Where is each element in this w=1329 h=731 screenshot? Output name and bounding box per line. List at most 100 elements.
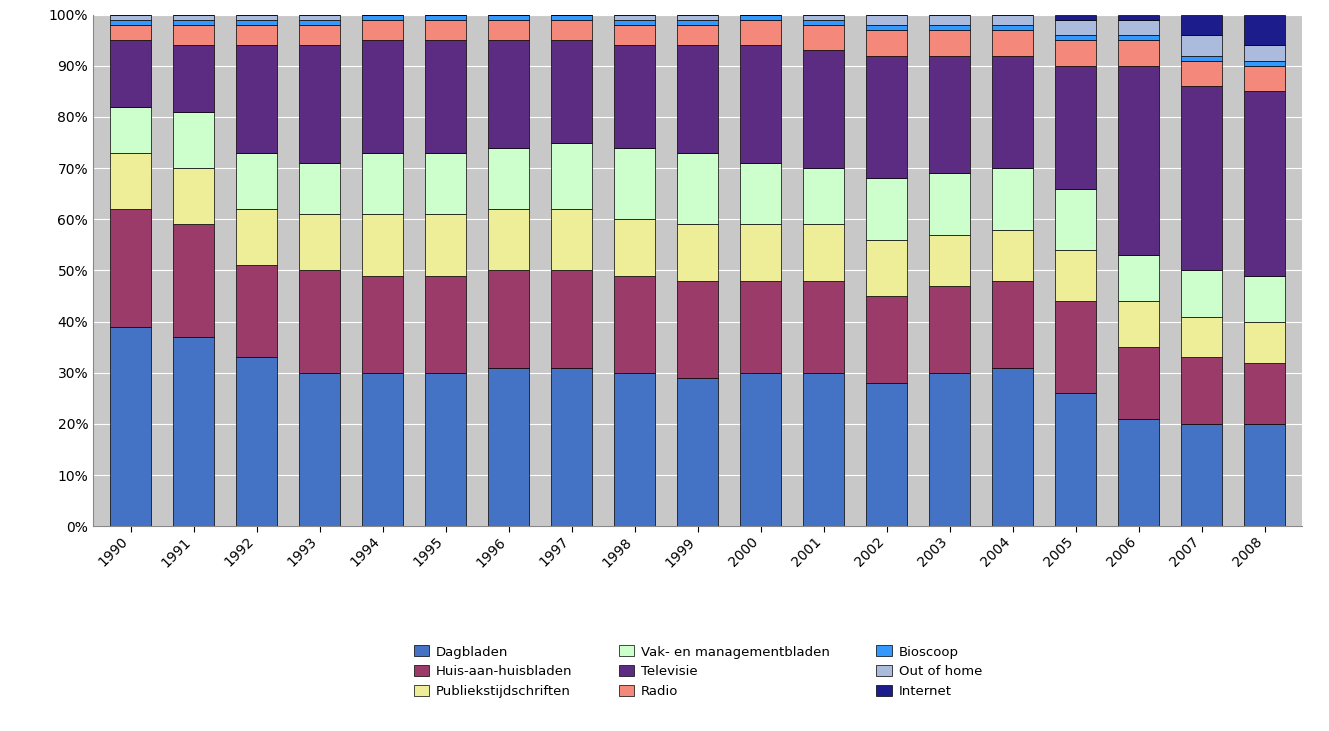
Bar <box>1244 363 1285 424</box>
Bar <box>173 337 214 526</box>
Bar <box>803 281 844 373</box>
Bar <box>1244 91 1285 276</box>
Bar <box>1118 66 1159 255</box>
Bar <box>993 230 1033 281</box>
Bar <box>488 368 529 526</box>
Bar <box>614 25 655 45</box>
Bar <box>110 25 152 40</box>
Bar <box>1244 276 1285 322</box>
Bar <box>552 368 593 526</box>
Bar <box>552 143 593 209</box>
Bar <box>929 30 970 56</box>
Bar <box>237 153 278 209</box>
Bar <box>803 50 844 168</box>
Bar <box>552 20 593 40</box>
Bar <box>740 281 781 373</box>
Bar <box>1181 86 1223 270</box>
Bar <box>110 107 152 153</box>
Bar <box>740 20 781 45</box>
Bar <box>173 168 214 224</box>
Bar <box>1055 301 1096 393</box>
Bar <box>1118 347 1159 419</box>
Bar <box>803 373 844 526</box>
Bar <box>237 15 278 20</box>
Bar <box>425 153 466 214</box>
Bar <box>110 15 152 20</box>
Bar <box>1055 66 1096 189</box>
Bar <box>867 296 908 383</box>
Bar <box>678 20 718 25</box>
Bar <box>740 373 781 526</box>
Bar <box>929 173 970 235</box>
Bar <box>488 148 529 209</box>
Bar <box>678 15 718 20</box>
Bar <box>1118 20 1159 35</box>
Bar <box>299 25 340 45</box>
Bar <box>614 373 655 526</box>
Bar <box>1244 61 1285 66</box>
Bar <box>299 373 340 526</box>
Bar <box>1055 393 1096 526</box>
Bar <box>237 45 278 153</box>
Bar <box>803 168 844 224</box>
Bar <box>993 281 1033 368</box>
Bar <box>614 15 655 20</box>
Bar <box>173 20 214 25</box>
Bar <box>173 112 214 168</box>
Bar <box>929 25 970 30</box>
Bar <box>1181 35 1223 56</box>
Bar <box>614 219 655 276</box>
Bar <box>740 45 781 163</box>
Bar <box>929 235 970 286</box>
Bar <box>993 30 1033 56</box>
Bar <box>552 15 593 20</box>
Bar <box>488 40 529 148</box>
Bar <box>1181 317 1223 357</box>
Bar <box>803 224 844 281</box>
Bar <box>299 45 340 163</box>
Bar <box>299 15 340 20</box>
Bar <box>1118 419 1159 526</box>
Bar <box>425 214 466 276</box>
Bar <box>867 15 908 25</box>
Bar <box>678 224 718 281</box>
Bar <box>110 153 152 209</box>
Bar <box>110 40 152 107</box>
Bar <box>488 270 529 368</box>
Bar <box>1118 255 1159 301</box>
Bar <box>299 20 340 25</box>
Bar <box>237 25 278 45</box>
Bar <box>1244 322 1285 363</box>
Bar <box>993 56 1033 168</box>
Bar <box>363 373 403 526</box>
Bar <box>1181 357 1223 424</box>
Bar <box>110 209 152 327</box>
Bar <box>678 45 718 153</box>
Bar <box>1118 15 1159 20</box>
Bar <box>993 368 1033 526</box>
Bar <box>173 224 214 337</box>
Bar <box>363 40 403 153</box>
Bar <box>1118 301 1159 347</box>
Bar <box>1181 270 1223 317</box>
Bar <box>363 214 403 276</box>
Bar <box>993 168 1033 230</box>
Bar <box>425 20 466 40</box>
Bar <box>425 40 466 153</box>
Bar <box>1244 424 1285 526</box>
Bar <box>678 378 718 526</box>
Bar <box>488 209 529 270</box>
Bar <box>803 20 844 25</box>
Bar <box>110 20 152 25</box>
Bar <box>173 45 214 112</box>
Bar <box>425 15 466 20</box>
Bar <box>237 209 278 265</box>
Bar <box>488 15 529 20</box>
Bar <box>1244 15 1285 45</box>
Bar <box>237 265 278 357</box>
Bar <box>867 178 908 240</box>
Bar <box>929 15 970 25</box>
Bar <box>488 20 529 40</box>
Bar <box>740 15 781 20</box>
Bar <box>1244 66 1285 91</box>
